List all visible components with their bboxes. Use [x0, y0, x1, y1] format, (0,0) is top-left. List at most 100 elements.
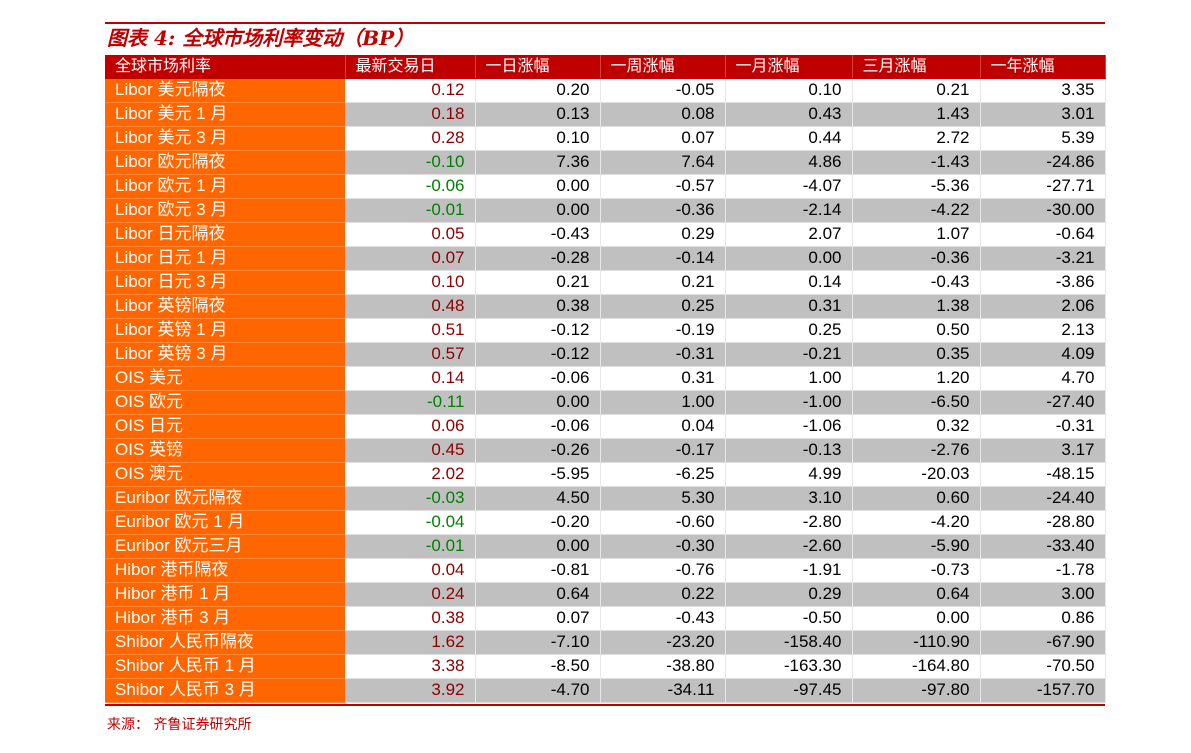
- change-value: 3.10: [725, 486, 853, 511]
- column-header: 一年涨幅: [980, 55, 1106, 79]
- change-value: 1.07: [852, 222, 981, 247]
- change-value: -20.03: [852, 462, 981, 487]
- rate-name: OIS 英镑: [105, 438, 345, 463]
- table-row: Shibor 人民币隔夜 1.62 -7.10 -23.20 -158.40 -110.9…: [105, 630, 1106, 655]
- rate-name: Libor 欧元 1 月: [105, 174, 345, 199]
- table-row: Libor 英镑 3 月 0.57 -0.12 -0.31 -0.21 0.35 4.09: [105, 342, 1106, 367]
- column-header: 三月涨幅: [852, 55, 981, 79]
- change-value: 3.00: [980, 582, 1106, 607]
- rate-name: Libor 美元 1 月: [105, 102, 345, 127]
- change-value: -3.21: [980, 246, 1106, 271]
- rate-name: Euribor 欧元三月: [105, 534, 345, 559]
- table-row: Libor 欧元 1 月 -0.06 0.00 -0.57 -4.07 -5.36 -27.…: [105, 174, 1106, 199]
- latest-value: -0.11: [345, 390, 476, 415]
- table-row: Libor 日元隔夜 0.05 -0.43 0.29 2.07 1.07 -0.64: [105, 222, 1106, 247]
- change-value: -38.80: [600, 654, 726, 679]
- latest-value: 0.07: [345, 246, 476, 271]
- change-value: -27.71: [980, 174, 1106, 199]
- change-value: -0.60: [600, 510, 726, 535]
- table-row: Libor 美元 3 月 0.28 0.10 0.07 0.44 2.72 5.39: [105, 126, 1106, 151]
- table-row: Libor 日元 1 月 0.07 -0.28 -0.14 0.00 -0.36 -3.21: [105, 246, 1106, 271]
- change-value: -24.86: [980, 150, 1106, 175]
- change-value: -158.40: [725, 630, 853, 655]
- table-row: Libor 欧元 3 月 -0.01 0.00 -0.36 -2.14 -4.22 -30.…: [105, 198, 1106, 223]
- change-value: -0.76: [600, 558, 726, 583]
- change-value: -2.80: [725, 510, 853, 535]
- change-value: -1.06: [725, 414, 853, 439]
- change-value: 0.07: [600, 126, 726, 151]
- change-value: 0.10: [725, 78, 853, 103]
- change-value: -0.64: [980, 222, 1106, 247]
- change-value: -0.28: [475, 246, 601, 271]
- latest-value: 0.18: [345, 102, 476, 127]
- change-value: -164.80: [852, 654, 981, 679]
- table-row: Libor 英镑 1 月 0.51 -0.12 -0.19 0.25 0.50 2.13: [105, 318, 1106, 343]
- rate-name: Libor 英镑 3 月: [105, 342, 345, 367]
- change-value: -33.40: [980, 534, 1106, 559]
- change-value: -70.50: [980, 654, 1106, 679]
- column-header: 全球市场利率: [105, 55, 346, 79]
- rate-name: Libor 英镑隔夜: [105, 294, 345, 319]
- change-value: 4.86: [725, 150, 853, 175]
- change-value: 0.29: [600, 222, 726, 247]
- table-row: Shibor 人民币 3 月 3.92 -4.70 -34.11 -97.45 -97.8…: [105, 678, 1106, 703]
- change-value: 2.07: [725, 222, 853, 247]
- change-value: -2.60: [725, 534, 853, 559]
- change-value: -0.43: [852, 270, 981, 295]
- change-value: -6.25: [600, 462, 726, 487]
- change-value: 0.50: [852, 318, 981, 343]
- change-value: -0.31: [980, 414, 1106, 439]
- rate-name: Shibor 人民币 1 月: [105, 654, 345, 679]
- bottom-rule: [105, 704, 1105, 706]
- change-value: -28.80: [980, 510, 1106, 535]
- table-row: OIS 英镑 0.45 -0.26 -0.17 -0.13 -2.76 3.17: [105, 438, 1106, 463]
- rates-table: 全球市场利率 最新交易日 一日涨幅 一周涨幅 一月涨幅 三月涨幅 一年涨幅 Libor 美元…: [105, 55, 1106, 703]
- change-value: -5.95: [475, 462, 601, 487]
- change-value: 0.64: [852, 582, 981, 607]
- change-value: -0.36: [852, 246, 981, 271]
- change-value: -4.22: [852, 198, 981, 223]
- figure-title: 图表 4: 全球市场利率变动（BP）: [107, 26, 415, 50]
- change-value: -6.50: [852, 390, 981, 415]
- rate-name: Shibor 人民币 3 月: [105, 678, 345, 703]
- header-row: 全球市场利率 最新交易日 一日涨幅 一周涨幅 一月涨幅 三月涨幅 一年涨幅: [105, 55, 1106, 79]
- change-value: 4.09: [980, 342, 1106, 367]
- latest-value: -0.10: [345, 150, 476, 175]
- change-value: -7.10: [475, 630, 601, 655]
- change-value: 0.00: [475, 174, 601, 199]
- change-value: 3.17: [980, 438, 1106, 463]
- change-value: -0.13: [725, 438, 853, 463]
- change-value: 1.20: [852, 366, 981, 391]
- change-value: -1.43: [852, 150, 981, 175]
- change-value: -0.06: [475, 414, 601, 439]
- table-row: Libor 欧元隔夜 -0.10 7.36 7.64 4.86 -1.43 -24.86: [105, 150, 1106, 175]
- change-value: -1.91: [725, 558, 853, 583]
- table-row: OIS 澳元 2.02 -5.95 -6.25 4.99 -20.03 -48.15: [105, 462, 1106, 487]
- latest-value: -0.04: [345, 510, 476, 535]
- change-value: 0.35: [852, 342, 981, 367]
- rate-name: Hibor 港币 3 月: [105, 606, 345, 631]
- change-value: 0.20: [475, 78, 601, 103]
- change-value: -0.06: [475, 366, 601, 391]
- change-value: -97.80: [852, 678, 981, 703]
- change-value: -0.19: [600, 318, 726, 343]
- table-row: Euribor 欧元三月 -0.01 0.00 -0.30 -2.60 -5.90 -33.…: [105, 534, 1106, 559]
- rate-name: Shibor 人民币隔夜: [105, 630, 345, 655]
- change-value: -1.78: [980, 558, 1106, 583]
- change-value: 4.50: [475, 486, 601, 511]
- table-row: OIS 日元 0.06 -0.06 0.04 -1.06 0.32 -0.31: [105, 414, 1106, 439]
- latest-value: 0.05: [345, 222, 476, 247]
- table-row: Libor 美元隔夜 0.12 0.20 -0.05 0.10 0.21 3.35: [105, 78, 1106, 103]
- column-header: 一月涨幅: [725, 55, 853, 79]
- change-value: 0.64: [475, 582, 601, 607]
- rate-name: OIS 欧元: [105, 390, 345, 415]
- rate-name: Hibor 港币隔夜: [105, 558, 345, 583]
- change-value: -0.26: [475, 438, 601, 463]
- change-value: -0.30: [600, 534, 726, 559]
- change-value: -0.21: [725, 342, 853, 367]
- change-value: -3.86: [980, 270, 1106, 295]
- rate-name: Libor 欧元隔夜: [105, 150, 345, 175]
- change-value: -0.57: [600, 174, 726, 199]
- column-header: 最新交易日: [345, 55, 476, 79]
- latest-value: 0.12: [345, 78, 476, 103]
